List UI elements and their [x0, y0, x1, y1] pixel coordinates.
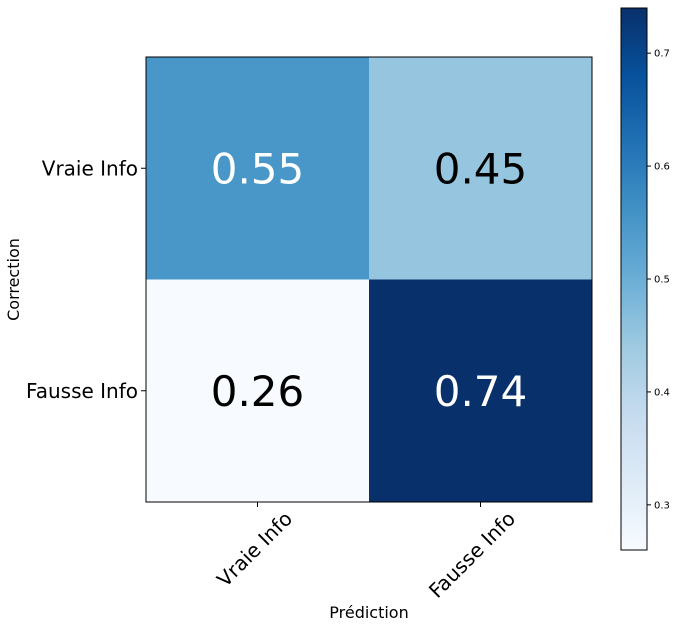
x-tick-label: Fausse Info — [424, 507, 520, 603]
cell-value-label: 0.74 — [434, 367, 528, 416]
heatmap-cell — [146, 279, 370, 503]
y-tick-label: Vraie Info — [42, 156, 138, 180]
colorbar-ticks: 0.3 0.4 0.5 0.6 0.7 — [647, 49, 670, 511]
colorbar-tick-label: 0.3 — [654, 500, 670, 511]
colorbar-tick-label: 0.4 — [654, 387, 670, 398]
colorbar: 0.3 0.4 0.5 0.6 0.7 — [620, 7, 670, 551]
colorbar-tick-label: 0.5 — [654, 275, 670, 286]
y-tick-label: Fausse Info — [26, 379, 138, 403]
heatmap-cell — [146, 57, 370, 280]
colorbar-tick-label: 0.6 — [654, 162, 670, 173]
cell-labels: 0.55 0.45 0.26 0.74 — [211, 144, 528, 416]
heatmap-cell — [369, 57, 593, 280]
y-axis-label: Correction — [4, 238, 23, 321]
heatmap-cells — [146, 57, 593, 503]
colorbar-tick-label: 0.7 — [654, 49, 670, 60]
cell-value-label: 0.45 — [434, 144, 528, 193]
heatmap-cell — [369, 279, 593, 503]
x-axis-label: Prédiction — [329, 603, 408, 622]
x-tick-label: Vraie Info — [212, 507, 297, 592]
plot-frame — [145, 56, 593, 503]
colorbar-gradient — [620, 7, 648, 551]
cell-value-label: 0.55 — [211, 144, 305, 193]
cell-value-label: 0.26 — [211, 367, 305, 416]
